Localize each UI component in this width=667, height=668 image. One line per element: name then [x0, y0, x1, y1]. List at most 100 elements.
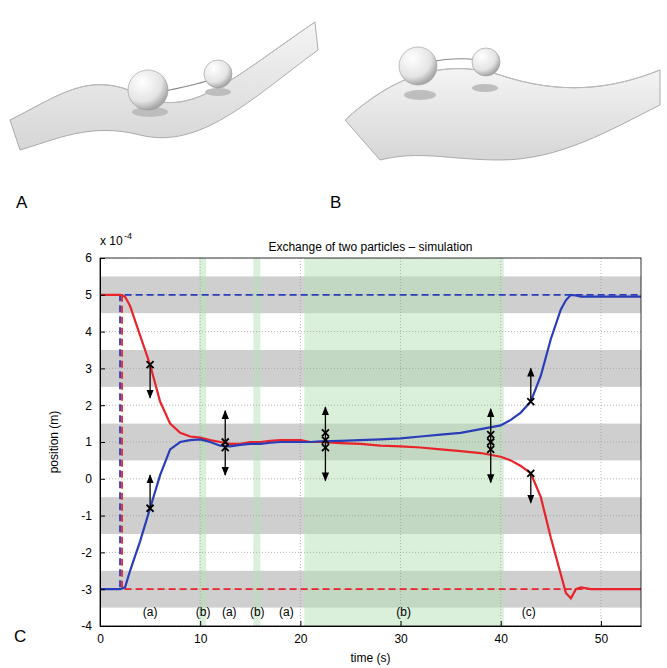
- tick: 3: [85, 362, 105, 376]
- tick: 6: [85, 251, 105, 265]
- tick: 0: [85, 472, 105, 486]
- tick: 2: [85, 399, 105, 413]
- cross-marker: [527, 470, 534, 477]
- tick: 30: [394, 621, 408, 646]
- tick-label: 50: [595, 632, 609, 646]
- y-axis: -4 -3 -2 -1 0 1 2 3 4 5 6: [81, 251, 105, 633]
- tick-label: 0: [97, 632, 104, 646]
- tick-label: 10: [194, 632, 208, 646]
- tick-mark: [100, 442, 105, 443]
- tick: 1: [85, 435, 105, 449]
- grid-line-y: [100, 515, 641, 516]
- force-arrow: [225, 446, 226, 475]
- force-arrow: [149, 475, 150, 508]
- tick: 40: [495, 621, 509, 646]
- tick-label: 1: [85, 435, 92, 449]
- shadow: [472, 84, 498, 92]
- surface: [345, 69, 660, 160]
- series-line: [100, 295, 641, 589]
- cross-marker: [527, 398, 534, 405]
- plot-frame: [100, 258, 641, 626]
- cross-marker: [222, 444, 229, 451]
- cross-marker: [487, 446, 494, 453]
- tick-label: -2: [81, 546, 92, 560]
- phase-label: (b): [196, 605, 211, 619]
- panel-b-illustration: [345, 47, 660, 160]
- tick: 5: [85, 288, 105, 302]
- force-arrow: [530, 473, 531, 502]
- tick-mark: [100, 626, 105, 627]
- phase-label: (b): [250, 605, 265, 619]
- surface-edge: [345, 69, 660, 120]
- tick-label: -1: [81, 509, 92, 523]
- sphere: [204, 60, 232, 88]
- tick: 4: [85, 325, 105, 339]
- panel-label: B: [330, 193, 341, 212]
- sphere: [472, 48, 500, 76]
- tick-mark: [100, 258, 105, 259]
- phase-label: (a): [143, 605, 158, 619]
- surface: [10, 22, 318, 150]
- grid-line-y: [100, 552, 641, 553]
- axis-line: [101, 626, 642, 627]
- phase-label: (a): [279, 605, 294, 619]
- tick: 50: [595, 621, 609, 646]
- tick-mark: [401, 621, 402, 626]
- tick-mark: [100, 589, 105, 590]
- grid: [100, 258, 641, 626]
- tick: -1: [81, 509, 105, 523]
- cross-marker: [322, 437, 329, 444]
- y-multiplier: x 10: [100, 234, 123, 248]
- tick-mark: [200, 621, 201, 626]
- cross-marker: [322, 429, 329, 436]
- cross-marker: [487, 439, 494, 446]
- x-axis: 01020304050: [97, 621, 641, 646]
- tick-label: -3: [81, 583, 92, 597]
- figure: ABC01020304050-4-3-2-10123456Exchange of…: [0, 0, 667, 668]
- grid-line-x: [500, 258, 501, 626]
- tick-label: 5: [85, 288, 92, 302]
- cross-marker: [487, 431, 494, 438]
- cross-marker: [322, 444, 329, 451]
- tick-mark: [501, 621, 502, 626]
- phase-label: (c): [522, 605, 536, 619]
- grid-line-y: [100, 478, 641, 479]
- tick-mark: [300, 621, 301, 626]
- series-line: [100, 295, 641, 599]
- tick-mark: [100, 516, 105, 517]
- series-line: [100, 295, 641, 589]
- panel-a-illustration: [10, 22, 318, 150]
- tick-mark: [100, 405, 105, 406]
- tick-mark: [100, 368, 105, 369]
- grid-line-y: [100, 331, 641, 332]
- tick: -2: [81, 546, 105, 560]
- y-axis-title: position (m): [47, 411, 61, 474]
- series-line: [100, 295, 641, 589]
- force-arrow: [225, 411, 226, 444]
- tick-label: 2: [85, 399, 92, 413]
- tick-label: -4: [81, 619, 92, 633]
- sphere: [399, 47, 437, 85]
- tick: -3: [81, 583, 105, 597]
- tick-mark: [100, 295, 105, 296]
- shadow: [404, 90, 436, 100]
- phase-label: (b): [396, 605, 411, 619]
- force-arrow: [530, 368, 531, 401]
- tick-mark: [601, 621, 602, 626]
- cross-marker: [147, 505, 154, 512]
- plot-area: [100, 258, 641, 626]
- tick-mark: [100, 332, 105, 333]
- tick-label: 40: [495, 632, 509, 646]
- cross-marker: [147, 361, 154, 368]
- force-arrow: [490, 409, 491, 442]
- tick-label: 3: [85, 362, 92, 376]
- tick: 10: [194, 621, 208, 646]
- y-multiplier-exponent: -4: [124, 231, 132, 241]
- x-axis-title: time (s): [351, 651, 391, 665]
- shadow: [205, 88, 231, 96]
- tick-mark: [100, 552, 105, 553]
- panel-label: C: [14, 627, 26, 646]
- sphere: [128, 70, 168, 110]
- panel-label: A: [16, 193, 28, 212]
- tick: -4: [81, 619, 105, 633]
